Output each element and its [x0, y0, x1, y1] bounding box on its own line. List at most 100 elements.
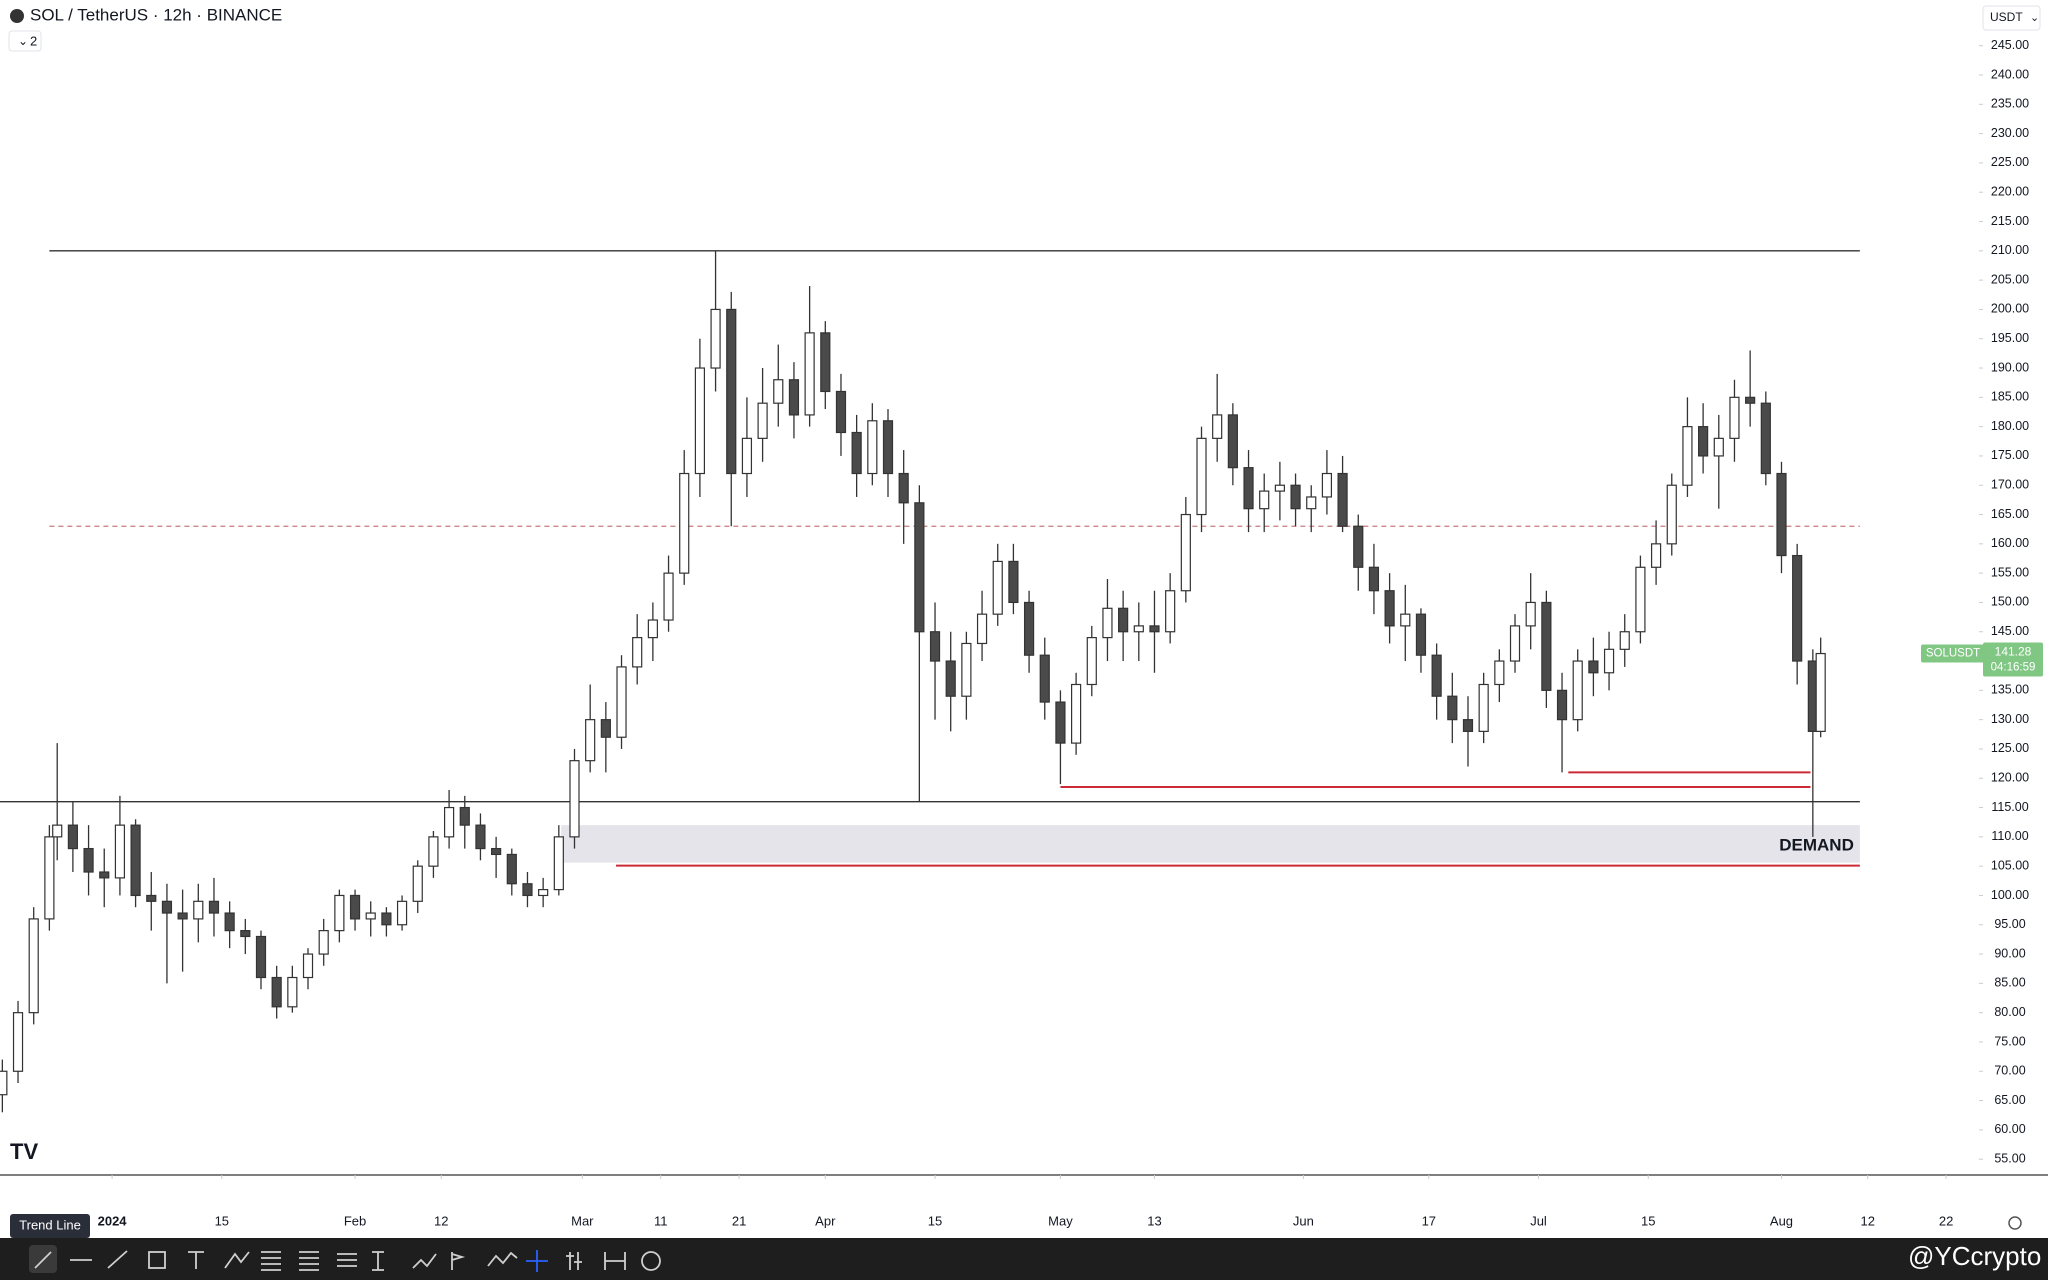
candle-body — [992, 560, 1003, 615]
y-tick-label: 155.00 — [1991, 565, 2029, 579]
candle-body — [491, 847, 502, 856]
candle-body — [1815, 652, 1826, 732]
range-icon[interactable] — [604, 1252, 626, 1270]
candle-body — [83, 847, 94, 873]
candle-body — [663, 572, 674, 621]
x-tick-label: 15 — [928, 1213, 942, 1228]
candle-body — [1666, 484, 1677, 545]
currency-arrow: ⌄ — [2030, 12, 2039, 24]
tv-logo: TV — [10, 1139, 38, 1164]
y-tick-label: 110.00 — [1991, 829, 2028, 843]
indicator-toggle[interactable] — [8, 30, 42, 52]
candle-body — [412, 865, 423, 902]
candle-body — [1447, 695, 1458, 721]
crosshair-icon[interactable] — [526, 1250, 548, 1272]
fib-icon[interactable] — [261, 1251, 281, 1271]
candle-body — [1102, 607, 1113, 639]
candle-body — [1635, 566, 1646, 633]
tooltip: Trend Line — [19, 1217, 81, 1232]
y-tick-label: 85.00 — [1994, 976, 2025, 990]
settings-icon[interactable] — [2008, 1216, 2022, 1230]
candle-body — [788, 379, 800, 416]
candle-body — [1462, 719, 1474, 732]
y-tick-label: 245.00 — [1991, 38, 2029, 52]
x-tick-label: 12 — [434, 1213, 448, 1228]
candle-body — [1650, 543, 1662, 568]
candle-body — [804, 332, 815, 416]
candle-body — [585, 719, 596, 762]
symbol-tag-label: SOLUSDT — [1926, 648, 1980, 660]
circle-icon[interactable] — [641, 1251, 661, 1271]
candle-body — [1149, 625, 1160, 633]
candle-body — [757, 402, 768, 439]
candle-body — [867, 420, 878, 475]
path-icon[interactable] — [487, 1251, 518, 1267]
brush-icon[interactable] — [107, 1250, 128, 1269]
y-tick-label: 200.00 — [1991, 302, 2029, 316]
candle-body — [1212, 414, 1223, 439]
forecast-icon[interactable] — [412, 1253, 437, 1269]
candle-body — [1525, 601, 1536, 627]
candle-body — [710, 308, 721, 369]
candle-body — [1290, 484, 1301, 510]
candle-body — [773, 379, 784, 404]
rect-icon[interactable] — [148, 1251, 166, 1269]
x-tick-label: 2024 — [98, 1213, 128, 1228]
y-tick-label: 65.00 — [1994, 1093, 2025, 1107]
chart-title: SOL / TetherUS · 12h · BINANCE — [30, 5, 282, 24]
candle-body — [1776, 472, 1787, 557]
y-tick-label: 70.00 — [1994, 1064, 2025, 1078]
indicator-arrow: ⌄ — [18, 34, 28, 48]
candle-body — [381, 912, 392, 926]
candle-body — [1227, 414, 1238, 469]
candle-body — [1415, 613, 1427, 656]
y-tick-label: 220.00 — [1991, 185, 2029, 199]
candle-body — [835, 390, 847, 434]
currency-button[interactable] — [1982, 5, 2041, 31]
candle-body — [1306, 496, 1317, 510]
candle-body — [506, 853, 517, 885]
candle-body — [428, 836, 439, 867]
candle-body — [632, 637, 643, 668]
candles-icon[interactable] — [566, 1252, 582, 1270]
plot-area: 55.00 60.00 65.00 70.00 75.00 80.00 85.00 90.00… — [0, 38, 2043, 1228]
candle-body — [349, 894, 361, 920]
symbol-tag — [1921, 644, 1985, 663]
x-tick-label: Feb — [344, 1213, 366, 1228]
candle-body — [851, 431, 862, 475]
candle-body — [1071, 683, 1082, 744]
gann-icon[interactable] — [337, 1253, 357, 1267]
y-tick-label: 215.00 — [1991, 214, 2029, 228]
candle-body — [945, 660, 956, 697]
candle-body — [318, 930, 329, 955]
candle-body — [1243, 467, 1254, 510]
candle-body — [114, 824, 126, 879]
candle-body — [1556, 689, 1568, 721]
x-tick-label: Jul — [1530, 1213, 1547, 1228]
text-icon[interactable] — [188, 1251, 204, 1269]
trend-line-icon[interactable] — [34, 1251, 52, 1269]
candle-body — [193, 900, 204, 920]
candle-body — [522, 883, 533, 897]
candle-body — [255, 935, 267, 979]
flag-icon[interactable] — [451, 1252, 466, 1270]
candle-body — [1478, 683, 1489, 732]
candle-body — [1023, 601, 1035, 656]
fib-channel-icon[interactable] — [299, 1251, 319, 1271]
y-tick-label: 175.00 — [1991, 448, 2029, 462]
y-tick-label: 135.00 — [1991, 683, 2029, 697]
candle-body — [679, 472, 690, 574]
toolbar-icons — [29, 1245, 661, 1273]
candle-body — [1337, 472, 1348, 527]
candle-body — [130, 824, 141, 897]
candle-body — [1619, 631, 1630, 650]
y-tick-label: 55.00 — [1994, 1151, 2025, 1165]
measure-icon[interactable] — [372, 1251, 384, 1271]
candle-body — [976, 613, 988, 645]
y-tick-label: 185.00 — [1991, 390, 2029, 404]
candle-body — [1055, 701, 1066, 744]
pattern-icon[interactable] — [224, 1251, 250, 1269]
candle-body — [334, 894, 345, 932]
candle-body — [1039, 654, 1050, 703]
y-tick-label: 100.00 — [1991, 888, 2029, 902]
